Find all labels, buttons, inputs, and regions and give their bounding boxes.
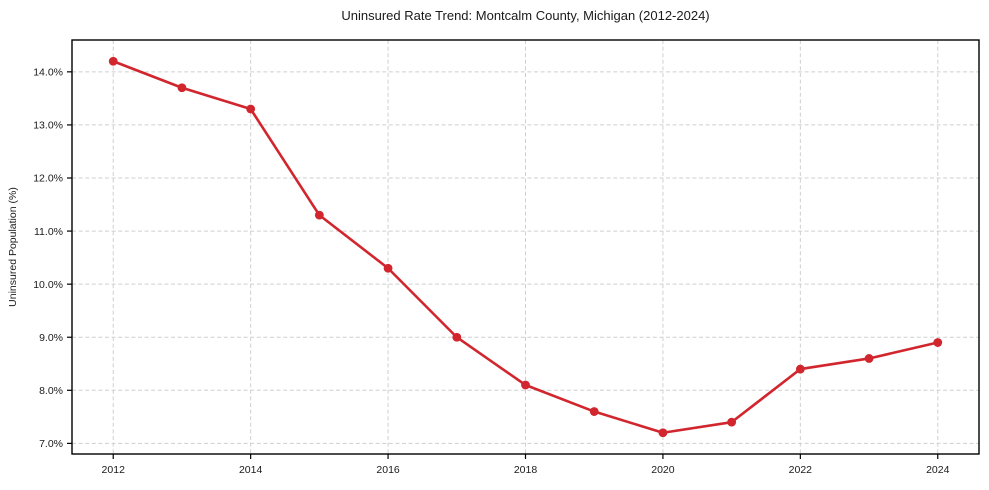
y-tick-label: 14.0% [33, 67, 63, 79]
y-tick-label: 13.0% [33, 120, 63, 132]
y-tick-label: 11.0% [34, 226, 63, 238]
data-point [727, 417, 737, 427]
data-point [108, 56, 118, 66]
data-point [795, 364, 805, 374]
y-tick-label: 9.0% [39, 332, 63, 344]
x-tick-label: 2016 [376, 464, 400, 476]
x-tick-label: 2018 [514, 464, 538, 476]
x-tick-label: 2024 [926, 464, 950, 476]
y-tick-label: 10.0% [33, 279, 63, 291]
data-point [658, 428, 668, 438]
y-tick-label: 8.0% [39, 385, 63, 397]
data-point [314, 210, 324, 220]
data-point [864, 354, 874, 363]
data-point [246, 104, 256, 114]
x-tick-label: 2012 [102, 464, 126, 476]
x-tick-label: 2014 [239, 464, 263, 476]
y-tick-label: 12.0% [33, 173, 63, 185]
data-point [589, 407, 599, 416]
x-tick-label: 2020 [651, 464, 675, 476]
chart-title: Uninsured Rate Trend: Montcalm County, M… [341, 8, 710, 23]
data-point [452, 332, 462, 342]
data-point [383, 263, 393, 273]
data-point [933, 338, 943, 347]
y-tick-label: 7.0% [39, 438, 63, 450]
data-point [177, 83, 187, 93]
x-tick-label: 2022 [789, 464, 813, 476]
data-point [521, 380, 530, 390]
